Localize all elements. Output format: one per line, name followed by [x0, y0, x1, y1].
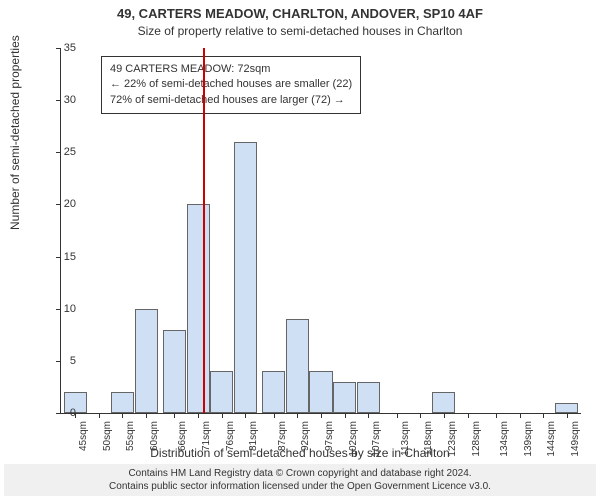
- xtick-label: 113sqm: [400, 421, 411, 456]
- xtick-label: 139sqm: [523, 421, 534, 457]
- chart-title-sub: Size of property relative to semi-detach…: [0, 24, 600, 38]
- xtick-label: 71sqm: [201, 421, 212, 451]
- ytick-label: 35: [51, 42, 76, 54]
- histogram-bar: [210, 371, 233, 413]
- xtick-mark: [420, 413, 421, 418]
- xtick-mark: [245, 413, 246, 418]
- histogram-bar: [357, 382, 380, 413]
- xtick-label: 50sqm: [102, 421, 113, 451]
- xtick-mark: [174, 413, 175, 418]
- ytick-label: 30: [51, 94, 76, 106]
- info-line3: 72% of semi-detached houses are larger (…: [110, 93, 352, 108]
- ytick-label: 0: [51, 407, 76, 419]
- xtick-mark: [297, 413, 298, 418]
- histogram-bar: [262, 371, 285, 413]
- xtick-label: 92sqm: [300, 421, 311, 451]
- chart-container: 49, CARTERS MEADOW, CHARLTON, ANDOVER, S…: [0, 0, 600, 500]
- histogram-bar: [333, 382, 356, 413]
- xtick-mark: [321, 413, 322, 418]
- xtick-mark: [99, 413, 100, 418]
- ytick-label: 25: [51, 146, 76, 158]
- footer-line2: Contains public sector information licen…: [4, 480, 596, 493]
- ytick-label: 15: [51, 251, 76, 263]
- footer: Contains HM Land Registry data © Crown c…: [4, 464, 596, 496]
- xtick-label: 66sqm: [177, 421, 188, 451]
- histogram-bar: [163, 330, 186, 413]
- xtick-mark: [146, 413, 147, 418]
- xtick-label: 76sqm: [225, 421, 236, 451]
- xtick-label: 107sqm: [371, 421, 382, 457]
- histogram-bar: [234, 142, 257, 413]
- footer-line1: Contains HM Land Registry data © Crown c…: [4, 467, 596, 480]
- xtick-mark: [222, 413, 223, 418]
- xtick-mark: [345, 413, 346, 418]
- xtick-label: 81sqm: [248, 421, 259, 451]
- histogram-bar: [555, 403, 578, 413]
- xtick-mark: [198, 413, 199, 418]
- histogram-bar: [286, 319, 309, 413]
- histogram-bar: [135, 309, 158, 413]
- xtick-mark: [567, 413, 568, 418]
- xtick-label: 149sqm: [570, 421, 581, 457]
- y-axis-label: Number of semi-detached properties: [8, 35, 22, 230]
- xtick-label: 87sqm: [277, 421, 288, 451]
- xtick-mark: [496, 413, 497, 418]
- xtick-mark: [274, 413, 275, 418]
- chart-title-main: 49, CARTERS MEADOW, CHARLTON, ANDOVER, S…: [0, 6, 600, 21]
- plot-area: 49 CARTERS MEADOW: 72sqm ← 22% of semi-d…: [60, 48, 581, 414]
- xtick-mark: [520, 413, 521, 418]
- xtick-label: 55sqm: [125, 421, 136, 451]
- histogram-bar: [111, 392, 134, 413]
- ytick-label: 20: [51, 198, 76, 210]
- ytick-label: 10: [51, 303, 76, 315]
- reference-line: [203, 48, 205, 413]
- histogram-bar: [309, 371, 332, 413]
- info-box: 49 CARTERS MEADOW: 72sqm ← 22% of semi-d…: [101, 56, 361, 114]
- info-line1: 49 CARTERS MEADOW: 72sqm: [110, 62, 352, 77]
- xtick-mark: [122, 413, 123, 418]
- xtick-label: 118sqm: [423, 421, 434, 456]
- xtick-label: 128sqm: [471, 421, 482, 457]
- xtick-label: 123sqm: [447, 421, 458, 457]
- xtick-label: 97sqm: [324, 421, 335, 451]
- xtick-label: 102sqm: [348, 421, 359, 457]
- histogram-bar: [187, 204, 210, 413]
- xtick-mark: [543, 413, 544, 418]
- xtick-label: 60sqm: [149, 421, 160, 451]
- xtick-label: 144sqm: [546, 421, 557, 457]
- xtick-label: 134sqm: [499, 421, 510, 457]
- xtick-mark: [368, 413, 369, 418]
- info-line2: ← 22% of semi-detached houses are smalle…: [110, 77, 352, 92]
- xtick-mark: [397, 413, 398, 418]
- xtick-mark: [444, 413, 445, 418]
- histogram-bar: [432, 392, 455, 413]
- ytick-label: 5: [51, 355, 76, 367]
- xtick-label: 45sqm: [78, 421, 89, 451]
- xtick-mark: [468, 413, 469, 418]
